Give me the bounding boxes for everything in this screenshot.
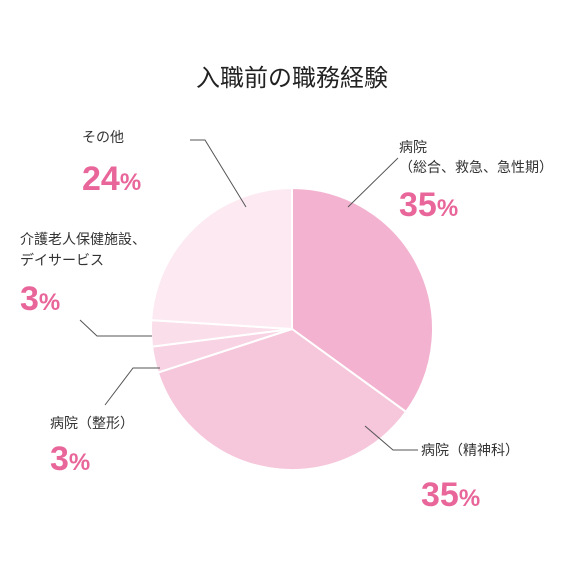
slice-percent-label: 35% (399, 186, 458, 224)
leader-lines (79, 139, 418, 451)
chart-title: 入職前の職務経験 (196, 64, 388, 92)
leader-line (364, 425, 418, 451)
slice-name-label: 病院（精神科） (421, 443, 519, 459)
pie-slice (156, 327, 408, 471)
slice-percent-label: 24% (82, 160, 141, 198)
leader-line (347, 157, 399, 208)
leader-line (104, 367, 160, 406)
leader-line (79, 319, 152, 337)
slice-name-label: デイサービス (20, 252, 104, 269)
leader-line (190, 139, 247, 208)
pie-slice (291, 186, 434, 414)
slice-labels: 病院 （総合、救急、急性期） 35% 病院（精神科） 35% 病院（整形） 3% 介護老人保健… (20, 130, 553, 514)
slice-name-label: 病院（整形） (50, 416, 134, 432)
slice-name-label: 病院 (399, 140, 427, 156)
slice-name-label: （総合、救急、急性期） (399, 160, 553, 176)
slice-name-label: 介護老人保健施設、 (20, 232, 146, 248)
slice-percent-label: 3% (50, 440, 90, 478)
pie-slices (150, 186, 434, 471)
slice-percent-label: 3% (20, 280, 60, 318)
pie-slice (150, 186, 293, 331)
slice-name-label: その他 (82, 130, 124, 146)
slice-percent-label: 35% (421, 476, 480, 514)
